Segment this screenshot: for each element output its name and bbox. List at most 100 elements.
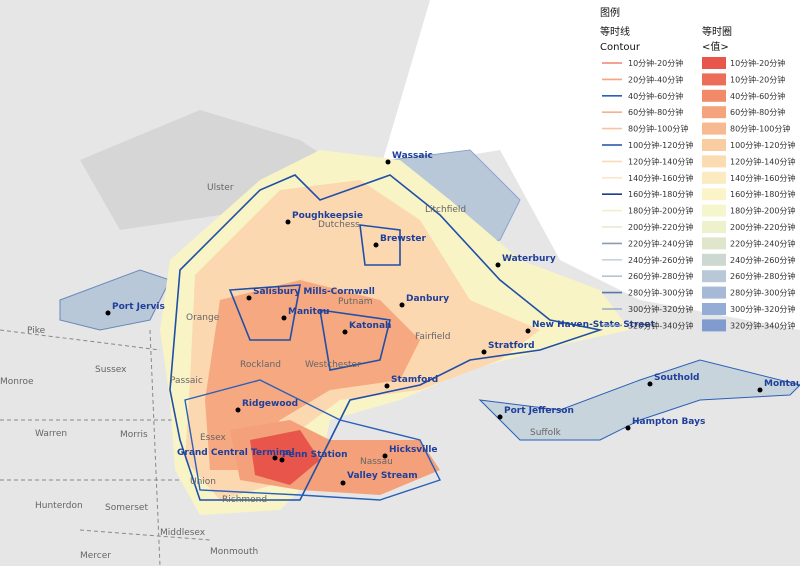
station-label: Salisbury Mills-Cornwall: [253, 287, 375, 297]
legend-heading: 等时线: [600, 25, 630, 38]
station-dot: [497, 414, 503, 420]
station-dot: [373, 242, 379, 248]
region-label: Monmouth: [210, 547, 258, 557]
legend-swatch: [702, 286, 726, 299]
region-label: Rockland: [240, 360, 281, 370]
station-label: Danbury: [406, 294, 449, 304]
station-dot: [384, 383, 390, 389]
isochrone-zone: [205, 280, 420, 470]
legend-label: 280分钟-300分钟: [628, 288, 693, 298]
legend-label: 220分钟-240分钟: [628, 238, 693, 248]
legend-label: 280分钟-300分钟: [730, 288, 795, 298]
station-dot: [235, 407, 241, 413]
station-dot: [481, 349, 487, 355]
legend-label: 100分钟-120分钟: [730, 140, 795, 150]
legend-swatch: [702, 139, 726, 151]
legend-subheading: <值>: [702, 40, 729, 53]
station-label: Brewster: [380, 234, 426, 244]
legend-swatch: [702, 270, 726, 283]
station-dot: [105, 310, 111, 316]
legend-swatch: [702, 89, 726, 102]
legend-label: 220分钟-240分钟: [730, 238, 795, 248]
isochrone-contour: [184, 379, 441, 501]
legend-label: 200分钟-220分钟: [628, 222, 693, 232]
legend-label: 200分钟-220分钟: [730, 222, 795, 232]
legend-subheading: Contour: [600, 42, 641, 53]
station-dot: [495, 262, 501, 268]
legend-label: 260分钟-280分钟: [628, 271, 693, 281]
station-dot: [281, 315, 287, 321]
legend-label: 240分钟-260分钟: [730, 255, 795, 265]
station-dot: [279, 457, 285, 463]
legend-swatch: [702, 155, 726, 168]
legend-title: 图例: [600, 6, 620, 19]
legend-label: 180分钟-200分钟: [730, 206, 795, 216]
legend-label: 20分钟-40分钟: [628, 74, 683, 84]
station-dot: [399, 302, 405, 308]
legend-label: 10分钟-20分钟: [730, 74, 785, 84]
station-label: Waterbury: [502, 254, 556, 264]
region-label: Union: [190, 477, 216, 487]
station-dot: [246, 295, 252, 301]
region-label: Richmond: [222, 495, 267, 505]
region-label: Passaic: [170, 376, 203, 386]
legend-label: 80分钟-100分钟: [628, 124, 688, 134]
station-dot: [340, 480, 346, 486]
legend-swatch: [702, 57, 726, 69]
legend-label: 80分钟-100分钟: [730, 124, 790, 134]
legend-label: 10分钟-20分钟: [730, 58, 785, 68]
region-label: Putnam: [338, 297, 373, 307]
station-dot: [625, 425, 631, 431]
region-label: Pike: [27, 326, 46, 336]
region-label: Somerset: [105, 503, 148, 513]
isochrone-contour: [169, 174, 604, 501]
station-dot: [342, 329, 348, 335]
legend-swatch: [702, 303, 726, 315]
legend-swatch: [702, 221, 726, 233]
legend-label: 40分钟-60分钟: [730, 91, 785, 101]
region-label: Suffolk: [530, 428, 562, 438]
station-label: Katonah: [349, 321, 391, 331]
station-label: Poughkeepsie: [292, 211, 363, 221]
station-label: Stratford: [488, 341, 535, 351]
legend-swatch: [702, 253, 726, 266]
region-label: Orange: [186, 313, 220, 323]
legend-label: 40分钟-60分钟: [628, 91, 683, 101]
legend-label: 140分钟-160分钟: [628, 173, 693, 183]
region-label: Hunterdon: [35, 501, 83, 511]
legend-label: 260分钟-280分钟: [730, 271, 795, 281]
legend-label: 120分钟-140分钟: [628, 156, 693, 166]
region-label: Warren: [35, 429, 67, 439]
legend-heading: 等时圈: [702, 25, 732, 38]
legend-swatch: [702, 204, 726, 217]
station-label: Southold: [654, 373, 700, 383]
legend-label: 320分钟-340分钟: [730, 320, 795, 330]
station-label: New Haven-State Street: [532, 320, 656, 330]
legend-label: 240分钟-260分钟: [628, 255, 693, 265]
legend-swatch: [702, 122, 726, 135]
station-label: Port Jervis: [112, 302, 165, 312]
station-dot: [385, 159, 391, 165]
station-label: Hampton Bays: [632, 417, 705, 427]
region-label: Sussex: [95, 365, 127, 375]
legend-label: 320分钟-340分钟: [628, 320, 693, 330]
legend-label: 140分钟-160分钟: [730, 173, 795, 183]
legend-swatch: [702, 106, 726, 119]
legend-swatch: [702, 237, 726, 250]
region-label: Litchfield: [425, 205, 466, 215]
isochrone-zone: [478, 359, 800, 441]
region-label: Dutchess: [318, 220, 360, 230]
legend-swatch: [702, 188, 726, 201]
station-dot: [647, 381, 653, 387]
station-label: Hicksville: [389, 445, 438, 455]
region-label: Nassau: [360, 457, 393, 467]
station-dot: [757, 387, 763, 393]
station-label: Penn Station: [282, 450, 347, 460]
station-label: Montauk: [764, 379, 800, 389]
legend-label: 10分钟-20分钟: [628, 58, 683, 68]
legend-label: 300分钟-320分钟: [730, 304, 795, 314]
station-label: Port Jefferson: [504, 406, 574, 416]
region-label: Mercer: [80, 551, 111, 561]
station-label: Valley Stream: [347, 471, 418, 481]
isochrone-zone: [59, 269, 171, 331]
